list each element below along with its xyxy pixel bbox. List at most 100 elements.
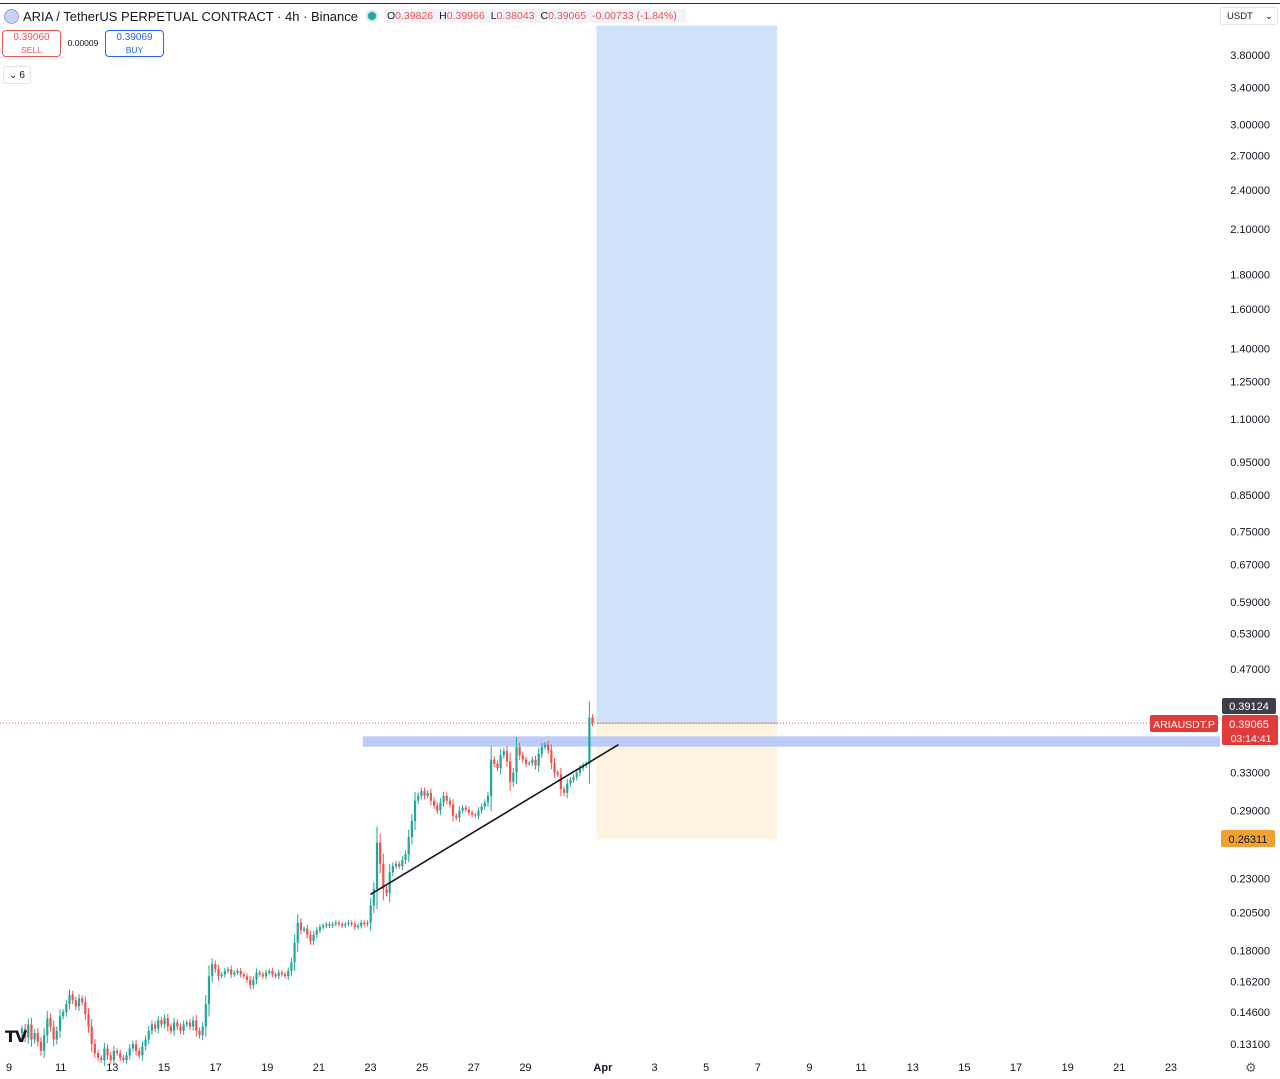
candle [483, 799, 486, 810]
x-tick-label: 13 [907, 1062, 919, 1074]
high-value: 0.39966 [446, 10, 485, 22]
candle [287, 967, 290, 980]
candle [90, 1019, 93, 1053]
candle [417, 792, 420, 805]
x-tick-label: 9 [806, 1062, 812, 1074]
x-tick-label: 17 [1010, 1062, 1022, 1074]
candle [20, 1025, 24, 1037]
x-tick-label: 21 [1113, 1062, 1125, 1074]
candle [524, 756, 528, 768]
candle [144, 1035, 147, 1051]
y-tick-label: 1.10000 [1230, 414, 1270, 426]
y-tick-label: 1.60000 [1230, 304, 1270, 316]
candle [515, 736, 518, 784]
candle [464, 805, 467, 813]
change-value: -0.00733 (-1.84%) [592, 10, 677, 22]
spread-value: 0.00009 [67, 38, 99, 48]
long-position-profit-zone[interactable] [596, 25, 778, 724]
candle [122, 1055, 125, 1063]
y-tick-label: 1.80000 [1230, 269, 1270, 281]
candle [401, 856, 404, 871]
tradingview-logo-icon[interactable]: TV [5, 1027, 27, 1046]
y-tick-label: 0.53000 [1230, 629, 1270, 641]
candle [131, 1040, 135, 1052]
candle [115, 1048, 119, 1056]
candle [125, 1052, 128, 1064]
x-tick-label: 23 [364, 1062, 376, 1074]
candle [521, 752, 524, 763]
candle [461, 804, 464, 814]
currency-value: USDT [1227, 10, 1253, 22]
y-tick-label: 0.85000 [1230, 490, 1270, 502]
currency-select[interactable]: USDT ⌄ [1220, 7, 1278, 25]
buy-button[interactable]: 0.39069 BUY [105, 30, 164, 57]
candle [204, 995, 207, 1037]
candle [356, 923, 360, 930]
symbol-title[interactable]: ARIA / TetherUS PERPETUAL CONTRACT · 4h … [23, 8, 358, 24]
candle [556, 770, 559, 777]
candle [502, 748, 505, 759]
x-tick-label: 5 [703, 1062, 709, 1074]
candle [385, 885, 388, 897]
trendline[interactable] [370, 743, 619, 896]
candle [39, 1036, 43, 1056]
candle [65, 999, 68, 1017]
candle [283, 972, 287, 979]
candle [382, 853, 385, 901]
chevron-down-icon: ⌄ [1265, 10, 1273, 22]
y-tick-label: 2.40000 [1230, 185, 1270, 197]
candle [486, 791, 490, 807]
sell-label: SELL [21, 45, 42, 55]
candle [569, 776, 572, 787]
candle [455, 813, 458, 821]
candle [328, 921, 331, 928]
x-tick-label: 9 [6, 1062, 12, 1074]
candle [223, 967, 226, 978]
candle [391, 862, 394, 877]
candle [188, 1019, 192, 1030]
x-tick-label: 11 [55, 1062, 66, 1074]
candle [334, 920, 337, 927]
candle [201, 1021, 204, 1041]
candle [591, 714, 594, 727]
candle [436, 802, 439, 815]
last-price-value: 0.39065 [1229, 719, 1269, 731]
candle [496, 760, 499, 772]
candle [280, 970, 284, 977]
candle [331, 921, 334, 928]
candle [369, 897, 372, 931]
indicators-toggle-button[interactable]: ⌄ 6 [3, 66, 31, 84]
y-tick-label: 0.20500 [1230, 907, 1270, 919]
sell-button[interactable]: 0.39060 SELL [2, 30, 61, 57]
candle [179, 1023, 182, 1035]
candle [490, 746, 493, 812]
candle [74, 996, 77, 1011]
candle [309, 930, 312, 946]
candle [49, 1013, 52, 1032]
y-tick-label: 0.33000 [1230, 768, 1270, 780]
candle [375, 826, 379, 910]
y-tick-label: 1.25000 [1230, 377, 1270, 389]
candle [442, 791, 445, 807]
candle [360, 919, 363, 929]
candle [77, 993, 81, 1011]
candle [566, 778, 569, 799]
y-tick-label: 0.95000 [1230, 457, 1270, 469]
candle [458, 806, 461, 823]
x-tick-label: 29 [519, 1062, 531, 1074]
candle [252, 976, 255, 989]
candle [445, 792, 448, 805]
candle [242, 972, 245, 979]
candle [43, 1028, 46, 1059]
candle [531, 756, 534, 767]
gear-icon[interactable]: ⚙ [1245, 1060, 1257, 1075]
candle [198, 1027, 201, 1039]
y-tick-label: 0.47000 [1230, 664, 1270, 676]
candle [540, 743, 543, 758]
candle [312, 930, 315, 946]
candle [353, 921, 356, 931]
candle [426, 790, 429, 799]
open-value: 0.39826 [395, 10, 434, 22]
resistance-band[interactable] [362, 736, 1221, 747]
